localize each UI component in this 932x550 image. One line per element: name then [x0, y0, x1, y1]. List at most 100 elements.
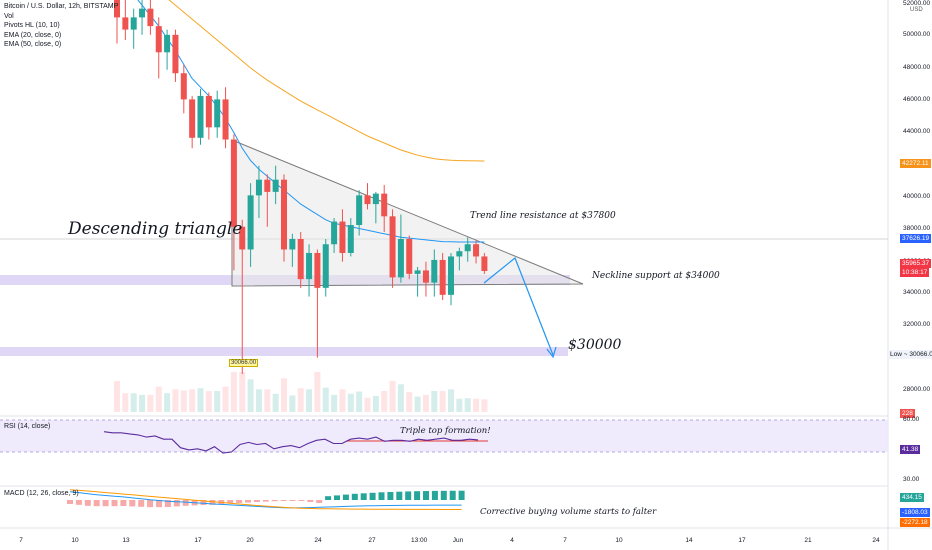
- macd-histogram-bar: [325, 496, 332, 500]
- volume-bar: [372, 396, 379, 412]
- candle-body: [406, 239, 413, 274]
- volume-bar: [481, 399, 488, 412]
- time-tick-label: 24: [872, 537, 880, 544]
- candle-body: [139, 8, 146, 18]
- volume-bar: [422, 394, 429, 412]
- candle-body: [339, 221, 346, 253]
- price-tick-label: 52000.00: [903, 0, 931, 7]
- candle-body: [264, 179, 271, 192]
- time-tick-label: 10: [615, 537, 623, 544]
- symbol-title[interactable]: Bitcoin / U.S. Dollar, 12h, BITSTAMP: [4, 3, 119, 10]
- candle-body: [272, 179, 279, 192]
- macd-histogram-bar: [182, 500, 189, 506]
- candlesticks: [114, 0, 488, 374]
- neckline-label: Neckline support at $34000: [592, 271, 720, 281]
- candle-body: [172, 34, 179, 74]
- macd-histogram-bar: [262, 500, 269, 502]
- currency-label: USD: [910, 7, 923, 13]
- price-tick-label: 28000.00: [903, 386, 931, 393]
- macd-histogram-bar: [423, 491, 429, 500]
- macd-pane-label[interactable]: MACD (12, 26, close, 9): [4, 490, 79, 497]
- candle-body: [189, 99, 196, 138]
- legend-ema50[interactable]: EMA (50, close, 0): [4, 41, 62, 48]
- rsi-pane-label[interactable]: RSI (14, close): [4, 423, 51, 430]
- target-zone: [0, 347, 568, 356]
- candle-body: [381, 193, 388, 217]
- macd-histogram-bar: [164, 500, 171, 507]
- candle-body: [247, 195, 254, 250]
- macd-signal-line: [69, 489, 462, 510]
- time-tick-label: 10: [71, 537, 79, 544]
- volume-bar: [189, 389, 196, 412]
- time-tick-label: 21: [804, 537, 812, 544]
- volume-bar: [172, 389, 179, 412]
- volume-bar: [414, 396, 421, 412]
- volume-bar: [230, 372, 237, 412]
- macd-annotation: Corrective buying volume starts to falte…: [480, 507, 657, 517]
- legend-volume[interactable]: Vol: [4, 12, 14, 20]
- time-tick-label: 17: [194, 537, 202, 544]
- candle-body: [448, 256, 454, 295]
- macd-histogram-bar: [84, 500, 91, 506]
- projection-arrow: [483, 257, 554, 356]
- pattern-label: Descending triangle: [68, 219, 243, 239]
- macd-histogram-bar: [253, 500, 260, 502]
- candle-body: [322, 244, 329, 288]
- volume-bar: [381, 391, 388, 412]
- candle-body: [222, 99, 229, 140]
- rsi-path: [103, 431, 479, 454]
- macd-histogram-bar: [67, 500, 73, 504]
- time-axis[interactable]: 7 10 13 17 20 24 27 13:00 Jun 4 7 10 14 17 21 24: [0, 529, 888, 550]
- price-axis[interactable]: USD 52000.00 50000.00 48000.00 46000.00 4400…: [888, 0, 932, 528]
- low-marker: 30066.00: [229, 359, 259, 367]
- candle-body: [314, 252, 321, 288]
- volume-bar: [406, 392, 413, 412]
- macd-histogram-bar: [156, 500, 162, 508]
- macd-histogram-bar: [449, 490, 456, 500]
- macd-histogram-bar: [75, 500, 82, 505]
- price-badge: 42272.11: [900, 159, 931, 168]
- candle-body: [130, 17, 137, 30]
- candle-body: [155, 26, 162, 53]
- volume-bar: [214, 391, 221, 412]
- time-tick-label: 20: [246, 537, 254, 544]
- macd-badge: -2272.18: [900, 518, 930, 527]
- resistance-label: Trend line resistance at $37800: [470, 211, 616, 221]
- candle-body: [281, 179, 287, 250]
- volume-bar: [431, 391, 438, 412]
- projection-arrowhead: [546, 346, 557, 359]
- time-tick-label: 24: [314, 537, 322, 544]
- candle-body: [464, 244, 471, 252]
- macd-histogram-bar: [378, 492, 385, 500]
- volume-bar: [155, 386, 162, 412]
- macd-histogram-bar: [271, 500, 278, 502]
- volume-bar: [130, 393, 137, 412]
- macd-histogram-bar: [458, 490, 465, 500]
- time-tick-label: 27: [368, 537, 376, 544]
- macd-histogram-bar: [351, 493, 358, 500]
- candle-body: [473, 244, 480, 257]
- candle-body: [197, 95, 204, 138]
- macd-histogram-bar: [369, 492, 376, 500]
- macd-histogram-bar: [440, 490, 447, 500]
- volume-bar: [164, 393, 171, 412]
- candle-body: [414, 270, 421, 274]
- candle-body: [456, 251, 463, 257]
- macd-pane: [67, 489, 465, 510]
- macd-line: [69, 491, 462, 509]
- candle-body: [431, 259, 438, 283]
- macd-histogram-bar: [111, 500, 118, 507]
- price-tick-label: 46000.00: [903, 96, 931, 103]
- volume-bar: [339, 389, 346, 412]
- time-tick-label: 7: [19, 537, 23, 544]
- volume-bar: [448, 389, 454, 412]
- chart-legend: Bitcoin / U.S. Dollar, 12h, BITSTAMP Vol…: [4, 2, 118, 50]
- ema-50-line: [168, 0, 485, 162]
- legend-pivots[interactable]: Pivots HL (10, 10): [4, 22, 60, 29]
- macd-histogram-bar: [227, 500, 234, 504]
- candle-body: [164, 34, 171, 53]
- volume-bar: [456, 398, 463, 412]
- legend-ema20[interactable]: EMA (20, close, 0): [4, 31, 62, 39]
